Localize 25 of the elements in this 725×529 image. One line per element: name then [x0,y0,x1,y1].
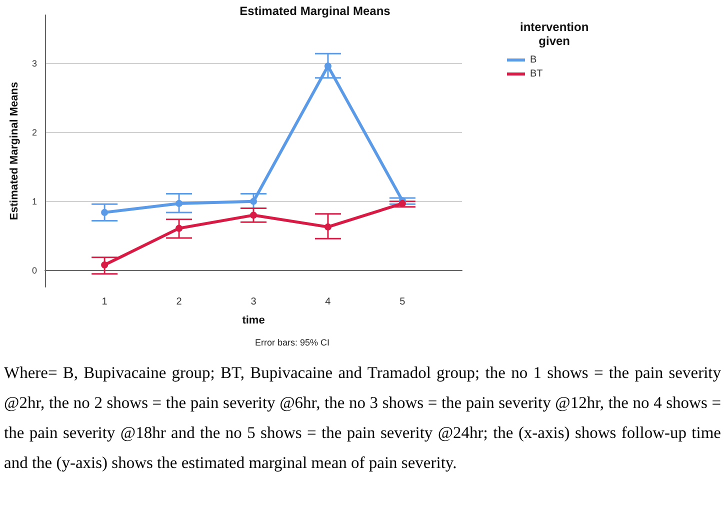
point [250,212,257,219]
x-tick-label: 5 [400,296,406,308]
x-tick-label: 2 [176,296,182,308]
point [101,261,108,268]
y-tick-label: 2 [32,127,37,138]
chart-title: Estimated Marginal Means [240,4,391,18]
point [398,200,406,207]
legend-label: B [530,54,537,66]
legend-title: intervention given [520,20,589,48]
x-tick-label: 1 [102,296,108,308]
legend-label: BT [530,68,543,80]
x-axis-title: time [242,314,265,326]
y-tick-label: 3 [32,58,37,68]
y-tick-label: 1 [32,196,37,206]
point [250,198,257,205]
y-tick-label: 0 [32,265,37,276]
point [176,224,183,232]
y-axis-title: Estimated Marginal Means [8,82,20,220]
x-tick-label: 3 [250,296,257,308]
point [324,223,332,230]
text: Error bars: 95% CI [254,338,330,348]
x-tick-label: 4 [325,296,332,308]
point [176,200,183,207]
point [101,208,108,216]
text: Where= B, Bupivacaine group; BT, Bupivacaine and Tramadol group; the no 1 shows = the pain severity @2hr, the no 2 shows = the pain severity @6hr, the no 3 shows = the pain severity @12hr, the no 4 shows = the pain severity @18hr and the no 5 shows = the pain severity @24hr; the (x-axis) shows follow-up time and the (y-axis) shows the estimated marginal mean of pain severity. [4,362,721,474]
